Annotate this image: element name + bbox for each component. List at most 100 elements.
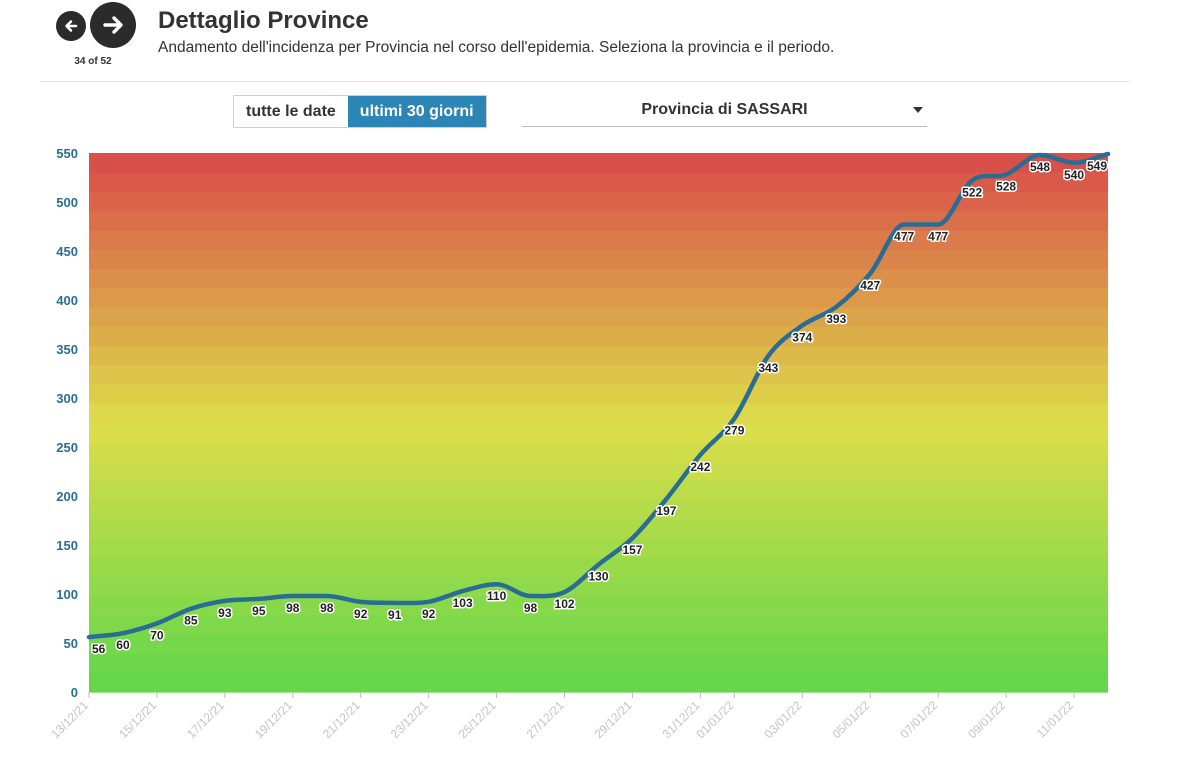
background-band: [89, 499, 1108, 520]
data-label: 393: [826, 312, 846, 326]
data-label: 102: [555, 597, 575, 611]
x-tick-label: 17/12/21: [184, 698, 227, 741]
next-button[interactable]: [90, 2, 136, 48]
x-tick-label: 05/01/22: [829, 698, 872, 741]
data-label: 95: [252, 604, 266, 618]
province-select-value: Provincia di SASSARI: [641, 101, 808, 118]
background-band: [89, 384, 1108, 404]
x-tick-label: 03/01/22: [761, 698, 804, 741]
y-tick-label: 450: [56, 244, 78, 259]
arrow-right-icon: [103, 16, 123, 34]
y-tick-label: 300: [56, 391, 78, 406]
data-label: 197: [656, 504, 676, 518]
data-label: 92: [354, 607, 368, 621]
data-label: 91: [388, 608, 402, 622]
series-line: [86, 151, 1111, 640]
x-tick-label: 09/01/22: [965, 698, 1008, 741]
background-band: [89, 538, 1108, 558]
background-band: [89, 364, 1108, 385]
background-band: [89, 210, 1108, 231]
data-label: 427: [860, 279, 880, 293]
y-tick-label: 500: [56, 195, 78, 210]
period-last-30-days-button[interactable]: ultimi 30 giorni: [347, 96, 486, 127]
province-select[interactable]: Provincia di SASSARI: [522, 95, 927, 127]
x-tick-label: 13/12/21: [48, 698, 91, 741]
data-label: 70: [150, 628, 164, 642]
x-tick-label: 25/12/21: [456, 698, 499, 741]
x-tick-label: 23/12/21: [388, 698, 431, 741]
incidence-chart: 0 50 100 150 200 250 300 350 400 450 500 550 13/12/2…: [48, 146, 1111, 741]
data-label: 242: [690, 460, 710, 474]
data-label: 93: [218, 606, 232, 620]
background-band: [89, 326, 1108, 347]
data-label: 92: [422, 607, 436, 621]
x-tick-label: 29/12/21: [592, 698, 635, 741]
page-subtitle: Andamento dell'incidenza per Provincia n…: [158, 39, 835, 56]
data-label: 279: [724, 424, 744, 438]
background-band: [89, 653, 1108, 674]
previous-button[interactable]: [56, 11, 86, 41]
background-band: [89, 634, 1108, 655]
background-band: [89, 480, 1108, 501]
background-band: [89, 672, 1108, 693]
x-tick-label: 21/12/21: [320, 698, 363, 741]
background-band: [89, 615, 1108, 635]
background-band: [89, 268, 1108, 289]
y-tick-label: 150: [56, 538, 78, 553]
data-label: 110: [487, 589, 507, 603]
y-tick-label: 400: [56, 293, 78, 308]
background-band: [89, 345, 1108, 366]
y-tick-label: 250: [56, 440, 78, 455]
data-label: 477: [894, 230, 914, 244]
y-tick-label: 550: [56, 146, 78, 161]
data-label: 103: [453, 596, 473, 610]
background-band: [89, 287, 1108, 308]
background-band: [89, 230, 1108, 250]
caret-down-icon: [913, 107, 923, 113]
data-label: 343: [758, 361, 778, 375]
navigation: 34 of 52: [56, 2, 140, 70]
x-tick-label: 27/12/21: [524, 698, 567, 741]
x-tick-label: 19/12/21: [252, 698, 295, 741]
data-label: 374: [792, 330, 812, 344]
background-band: [89, 461, 1108, 481]
x-tick-label: 11/01/22: [1034, 698, 1077, 741]
background-band: [89, 518, 1108, 539]
arrow-left-icon: [65, 20, 78, 32]
data-label: 157: [622, 543, 642, 557]
y-tick-label: 200: [56, 489, 78, 504]
x-tick-label: 15/12/21: [116, 698, 159, 741]
header-divider: [40, 81, 1130, 82]
data-label: 85: [184, 614, 198, 628]
y-tick-label: 0: [71, 685, 78, 700]
background-band: [89, 172, 1108, 193]
y-tick-label: 350: [56, 342, 78, 357]
data-label: 56: [92, 642, 106, 656]
background-band: [89, 249, 1108, 270]
data-label: 522: [962, 185, 982, 199]
page-counter: 34 of 52: [74, 56, 112, 67]
page-title: Dettaglio Province: [158, 7, 369, 34]
data-label: 98: [524, 601, 538, 615]
data-label: 548: [1030, 160, 1050, 174]
x-tick-label: 01/01/22: [694, 698, 737, 741]
background-band: [89, 403, 1108, 424]
data-label: 130: [588, 570, 608, 584]
data-label: 549: [1087, 159, 1107, 173]
period-all-dates-button[interactable]: tutte le date: [234, 96, 348, 127]
data-label: 477: [928, 230, 948, 244]
background-band: [89, 191, 1108, 212]
y-tick-label: 50: [64, 636, 78, 651]
data-label: 98: [320, 601, 334, 615]
background-band: [89, 441, 1108, 462]
data-label: 540: [1064, 168, 1084, 182]
data-label: 60: [116, 638, 130, 652]
data-label: 528: [996, 180, 1016, 194]
data-label: 98: [286, 601, 300, 615]
background-band: [89, 576, 1108, 597]
period-toggle: tutte le date ultimi 30 giorni: [233, 95, 487, 128]
background-band: [89, 307, 1108, 327]
x-tick-label: 07/01/22: [897, 698, 940, 741]
background-band: [89, 422, 1108, 443]
background-band: [89, 153, 1108, 173]
